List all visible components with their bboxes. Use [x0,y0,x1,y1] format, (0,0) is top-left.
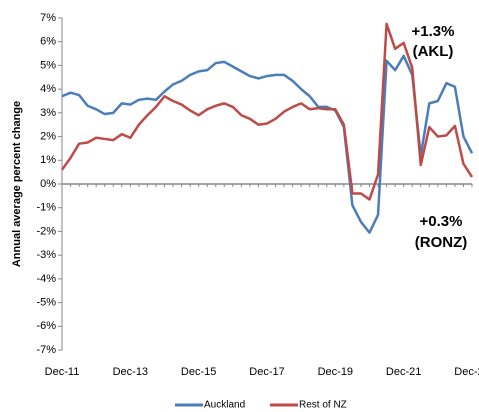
x-tick-label: Dec-17 [249,366,284,378]
series-line [60,22,474,201]
y-tick-label: 5% [40,59,56,71]
y-tick-label: -4% [36,273,56,285]
y-tick-label: -1% [36,202,56,214]
x-tick-label: Dec-15 [181,366,216,378]
x-tick-label: Dec-23 [454,366,479,378]
legend-label: Auckland [204,400,245,411]
y-tick-label: -7% [36,344,56,356]
x-tick-label: Dec-13 [113,366,148,378]
y-tick-label: -6% [36,320,56,332]
annotation: (AKL) [413,43,454,60]
y-tick-label: 4% [40,83,56,95]
y-tick-label: 2% [40,130,56,142]
y-axis-label: Annual average percent change [11,101,23,267]
y-tick-label: -2% [36,225,56,237]
y-tick-label: 6% [40,36,56,48]
x-tick-label: Dec-11 [45,366,80,378]
annotation: +0.3% [420,213,463,230]
annotation: (RONZ) [415,234,468,251]
annotation: +1.3% [412,23,455,40]
y-tick-label: 3% [40,107,56,119]
y-tick-label: 1% [40,154,56,166]
y-tick-label: 0% [40,178,56,190]
y-tick-label: 7% [40,12,56,24]
x-tick-label: Dec-21 [386,366,421,378]
legend-label: Rest of NZ [299,400,347,411]
series-line [61,54,474,234]
x-tick-label: Dec-19 [318,366,353,378]
y-tick-label: -3% [36,249,56,261]
y-tick-label: -5% [36,296,56,308]
